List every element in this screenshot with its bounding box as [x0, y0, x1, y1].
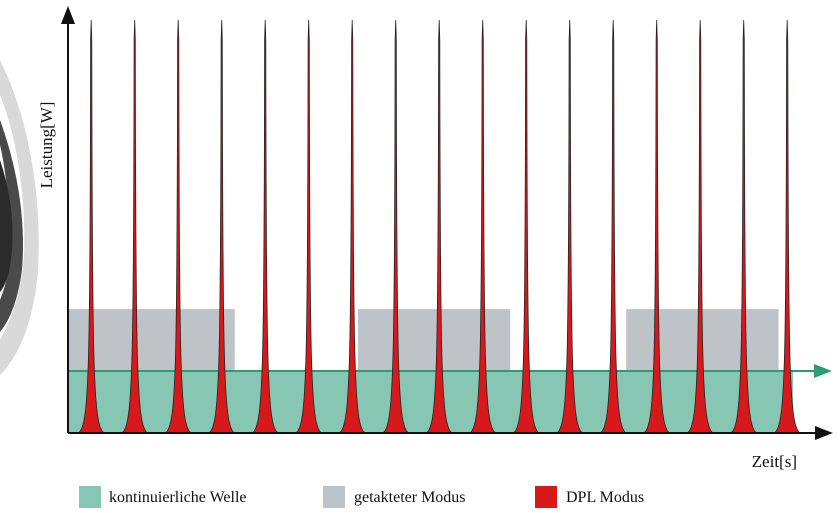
dpl-spike-17 [773, 19, 802, 434]
y-axis-arrow [61, 6, 75, 24]
legend-item-cw: kontinuierliche Welle [79, 486, 246, 508]
dpl-spike-16 [729, 19, 758, 434]
legend-item-dpl: DPL Modus [535, 486, 644, 508]
legend-swatch-dpl [535, 486, 557, 508]
legend-item-pulsed: getakteter Modus [323, 486, 466, 508]
dpl-spike-14 [642, 19, 671, 434]
dpl-spike-12 [555, 19, 584, 434]
x-axis-arrow [815, 426, 833, 440]
cw-arrow-head [814, 364, 832, 379]
dpl-spike-1 [77, 19, 106, 434]
dpl-spike-2 [120, 19, 149, 434]
dpl-spike-13 [599, 19, 628, 434]
legend-label-cw: kontinuierliche Welle [109, 489, 246, 506]
x-axis-label: Zeit[s] [752, 452, 797, 471]
legend: kontinuierliche Welle getakteter Modus D… [79, 486, 644, 508]
cw-area [68, 371, 793, 433]
dpl-spike-11 [512, 19, 541, 434]
dpl-spike-6 [294, 19, 323, 434]
dpl-spike-5 [251, 19, 280, 434]
dpl-spike-15 [686, 19, 715, 434]
dpl-spike-3 [164, 19, 193, 434]
dpl-spike-4 [207, 19, 236, 434]
dpl-spike-9 [425, 19, 454, 434]
plot-area [61, 6, 833, 440]
dpl-spike-7 [338, 19, 367, 434]
legend-label-pulsed: getakteter Modus [354, 489, 466, 506]
legend-swatch-pulsed [323, 486, 345, 508]
dpl-spike-10 [468, 19, 497, 434]
dpl-spike-8 [381, 19, 410, 434]
legend-swatch-cw [79, 486, 101, 508]
y-axis-label: Leistung[W] [37, 102, 56, 189]
decorative-device-image [0, 60, 39, 375]
legend-label-dpl: DPL Modus [566, 489, 644, 506]
